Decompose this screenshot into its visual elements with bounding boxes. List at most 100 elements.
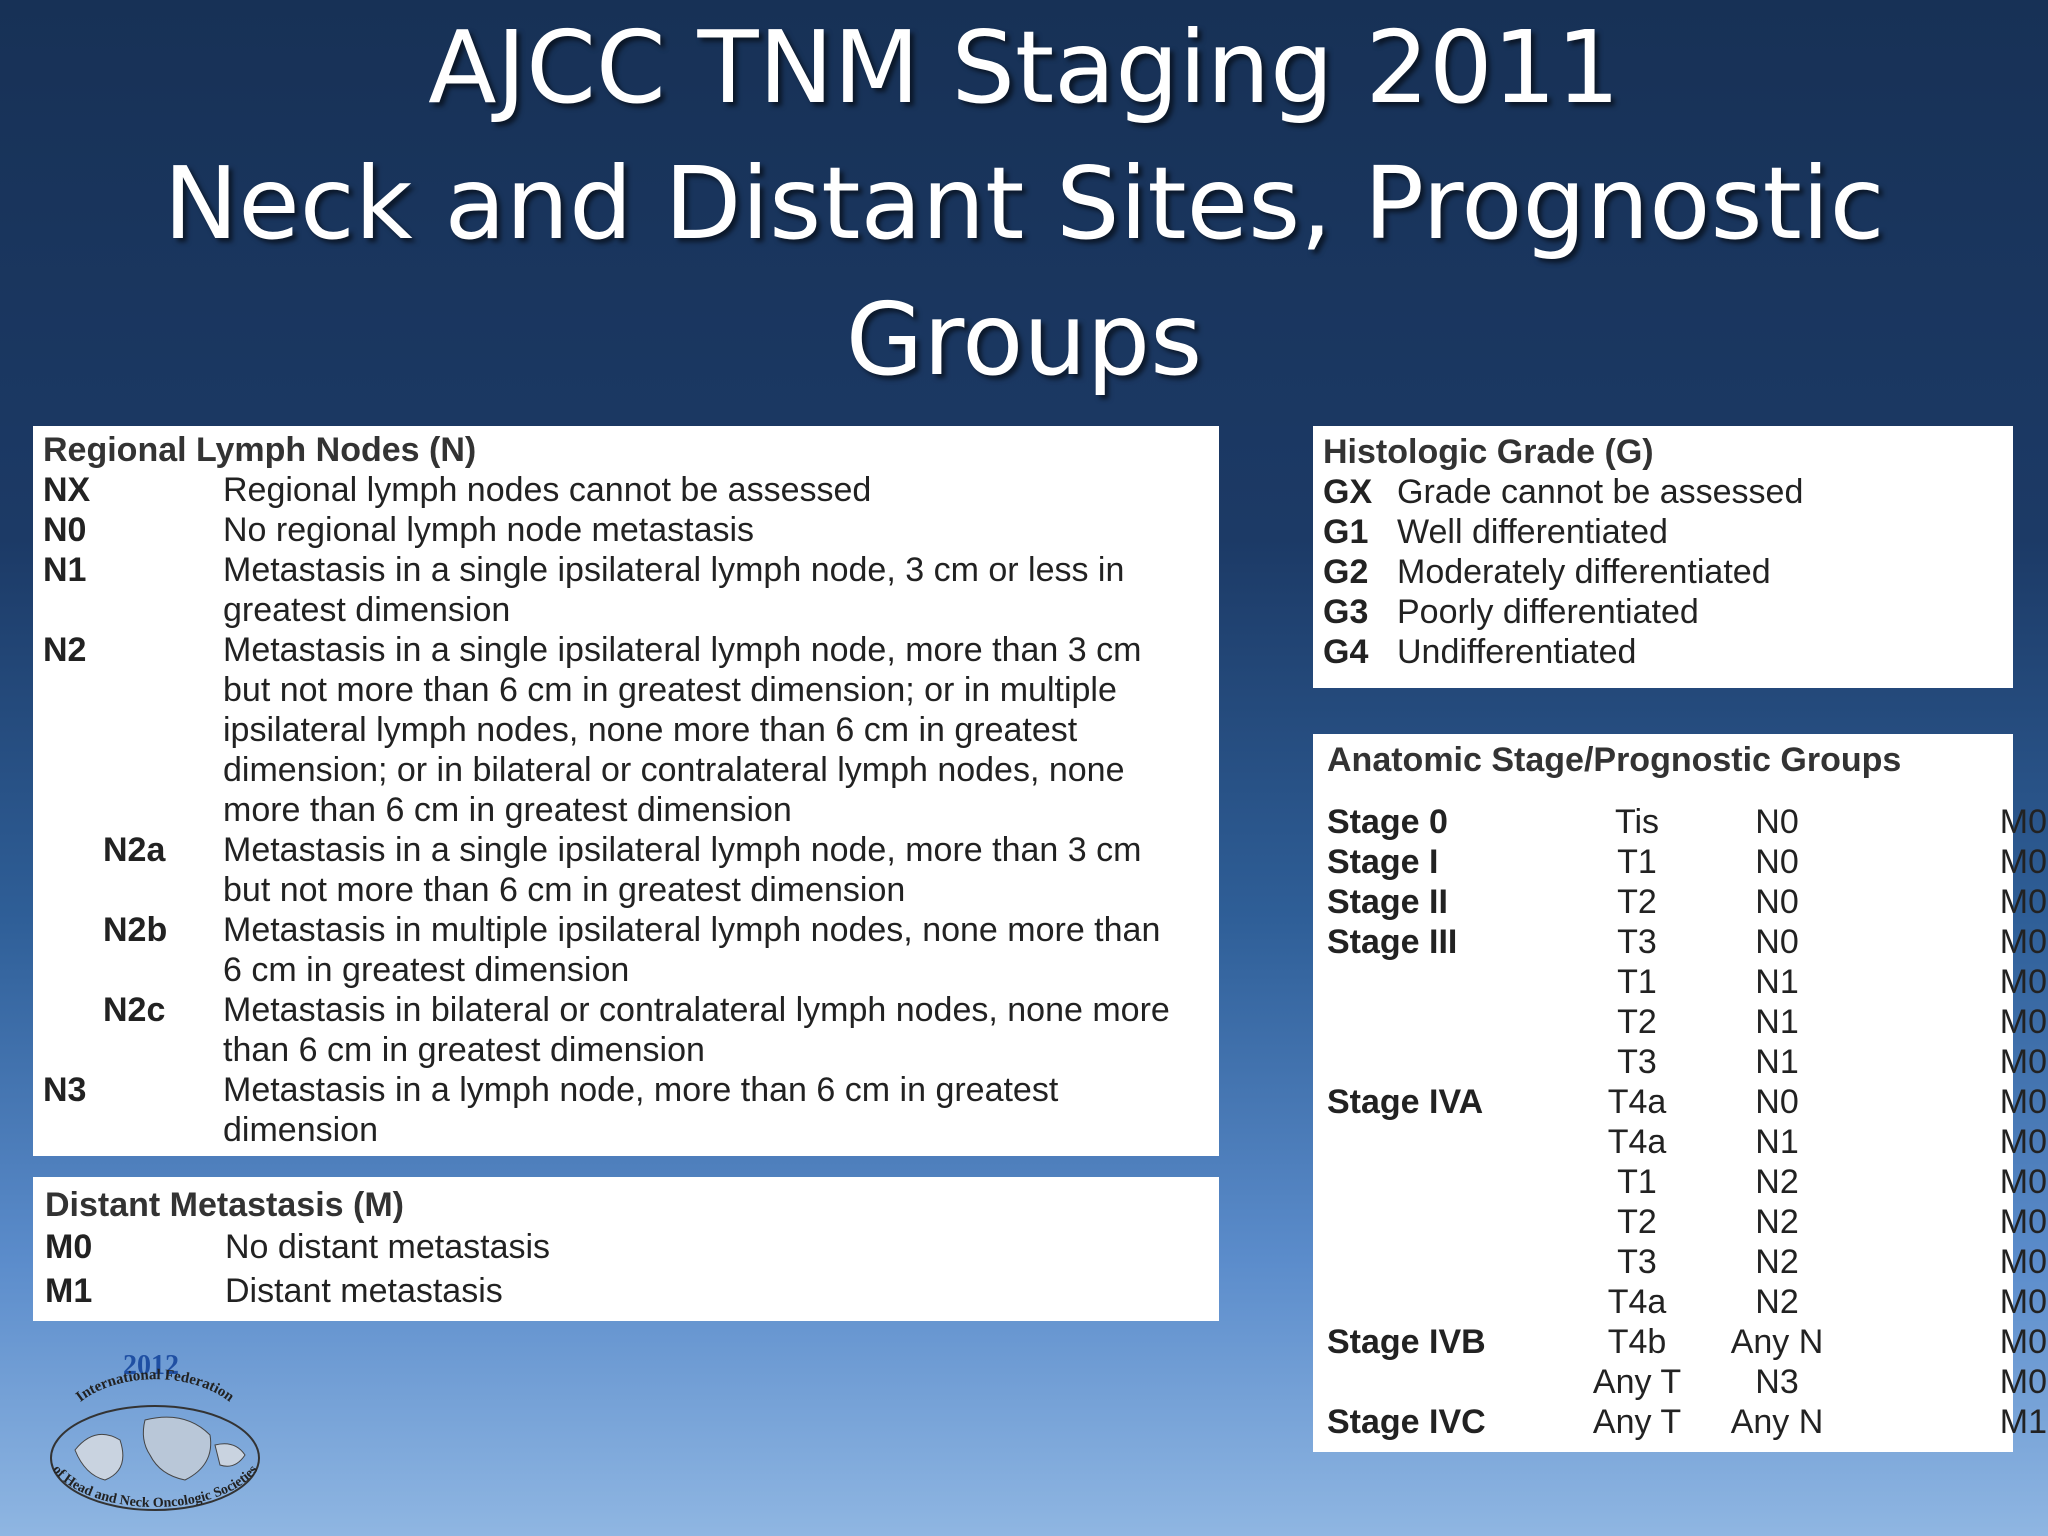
grade-description: Moderately differentiated [1397,553,1771,591]
stage-name: Stage II [1327,883,1448,921]
table-row: T3 N2 M0 [1327,1242,2047,1282]
node-description: Metastasis in multiple ipsilateral lymph… [223,911,1161,989]
t-category: T2 [1617,1203,1657,1241]
title-line-1: AJCC TNM Staging 2011 [428,9,1620,126]
table-row: Stage II T2 N0 M0 [1327,882,2047,922]
node-code: N2c [103,991,166,1029]
prognostic-groups-panel: Anatomic Stage/Prognostic Groups Stage 0… [1313,734,2047,1452]
stage-name: Stage III [1327,923,1458,961]
m-category: M0 [1999,883,2047,921]
histologic-grade-panel: Histologic Grade (G) GX Grade cannot be … [1313,426,2013,688]
panel-title: Anatomic Stage/Prognostic Groups [1327,741,1902,779]
n-category: N2 [1755,1243,1799,1281]
node-description: Metastasis in a single ipsilateral lymph… [223,631,1142,829]
n-category: N1 [1755,963,1799,1001]
t-category: Any T [1592,1403,1682,1441]
t-category: T3 [1617,1243,1657,1281]
metastasis-code: M0 [45,1228,93,1266]
table-row: T4a N2 M0 [1327,1282,2047,1322]
node-code: N3 [43,1071,87,1109]
table-row: Any T N3 M0 [1327,1362,2047,1402]
t-category: T4a [1607,1283,1667,1321]
grade-code: G2 [1323,553,1369,591]
distant-metastasis-panel: Distant Metastasis (M) M0 No distant met… [33,1177,1219,1321]
list-item: N2a Metastasis in a single ipsilateral l… [43,830,1219,910]
table-row: T4a N1 M0 [1327,1122,2047,1162]
table-row: Stage IVB T4b Any N M0 [1327,1322,2047,1362]
n-category: N0 [1755,1083,1799,1121]
stage-name [1327,1122,1567,1162]
grade-code: G4 [1323,633,1369,671]
list-item: N1 Metastasis in a single ipsilateral ly… [43,550,1219,630]
n-category: N3 [1755,1363,1799,1401]
n-category: N2 [1755,1163,1799,1201]
t-category: T4a [1607,1083,1667,1121]
m-category: M0 [1999,1323,2047,1361]
n-category: N0 [1755,843,1799,881]
metastasis-code: M1 [45,1272,93,1310]
n-category: N2 [1755,1203,1799,1241]
table-row: T2 N2 M0 [1327,1202,2047,1242]
t-category: T3 [1617,1043,1657,1081]
m-category: M0 [1999,1243,2047,1281]
list-item: N2 Metastasis in a single ipsilateral ly… [43,630,1219,830]
grade-code: GX [1323,473,1373,511]
stage-name [1327,1242,1567,1282]
title-line-3: Groups [845,281,1203,398]
grade-description: Well differentiated [1397,513,1668,551]
metastasis-description: Distant metastasis [225,1272,503,1310]
stage-name: Stage IVB [1327,1323,1486,1361]
t-category: Any T [1592,1363,1682,1401]
list-item: GX Grade cannot be assessed [1323,472,2013,512]
metastasis-description: No distant metastasis [225,1228,551,1266]
n-category: Any N [1730,1403,1824,1441]
t-category: T1 [1617,963,1657,1001]
title-line-2: Neck and Distant Sites, Prognostic [163,145,1885,262]
t-category: T1 [1617,1163,1657,1201]
list-item: N2c Metastasis in bilateral or contralat… [43,990,1219,1070]
table-row: T2 N1 M0 [1327,1002,2047,1042]
m-category: M0 [1999,963,2047,1001]
logo-text-bottom: of Head and Neck Oncologic Societies [49,1462,261,1511]
node-code: N2 [43,631,87,669]
ifhnos-logo: 2012 International Federation of Head an… [49,1350,261,1511]
node-code: N1 [43,551,87,589]
slide-title: AJCC TNM Staging 2011 Neck and Distant S… [0,0,2048,408]
t-category: T4a [1607,1123,1667,1161]
grade-code: G1 [1323,513,1369,551]
m-category: M0 [1999,843,2047,881]
list-item: N2b Metastasis in multiple ipsilateral l… [43,910,1219,990]
n-category: N1 [1755,1003,1799,1041]
list-item: N0 No regional lymph node metastasis [43,510,1219,550]
table-row: Stage I T1 N0 M0 [1327,842,2047,882]
list-item: G2 Moderately differentiated [1323,552,2013,592]
m-category: M0 [1999,1203,2047,1241]
stage-name: Stage IVA [1327,1083,1484,1121]
logo-text-top: International Federation [73,1367,237,1406]
stage-name [1327,1282,1567,1322]
regional-lymph-nodes-panel: Regional Lymph Nodes (N) NX Regional lym… [33,426,1219,1156]
stage-name [1327,1202,1567,1242]
stage-name [1327,1042,1567,1082]
grade-description: Grade cannot be assessed [1397,473,1804,511]
list-item: G1 Well differentiated [1323,512,2013,552]
node-description: Metastasis in a single ipsilateral lymph… [223,831,1142,909]
n-category: N0 [1755,803,1799,841]
stage-name: Stage IVC [1327,1403,1486,1441]
n-category: N1 [1755,1043,1799,1081]
m-category: M0 [1999,923,2047,961]
panel-title: Histologic Grade (G) [1323,433,1654,471]
t-category: T2 [1617,1003,1657,1041]
table-row: Stage III T3 N0 M0 [1327,922,2047,962]
m-category: M0 [1999,1083,2047,1121]
node-code: N0 [43,511,87,549]
panel-title: Distant Metastasis (M) [45,1186,404,1224]
node-description: Metastasis in a lymph node, more than 6 … [223,1071,1059,1149]
node-description: No regional lymph node metastasis [223,511,755,549]
t-category: T4b [1607,1323,1667,1361]
n-category: N0 [1755,923,1799,961]
panel-title: Regional Lymph Nodes (N) [43,431,477,469]
t-category: T1 [1617,843,1657,881]
list-item: NX Regional lymph nodes cannot be assess… [43,470,1219,510]
stage-name [1327,1002,1567,1042]
